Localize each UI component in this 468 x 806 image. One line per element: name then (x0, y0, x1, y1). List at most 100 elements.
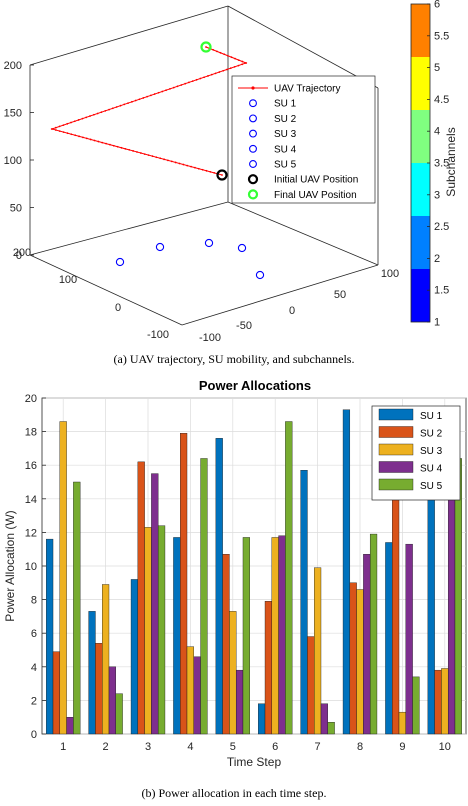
bar-su-2 (349, 582, 357, 735)
colorbar-tick-label: 5.5 (434, 30, 449, 42)
bar-su-4 (235, 669, 244, 735)
x-tick-label: 1 (60, 741, 66, 753)
uav-trajectory-markers (51, 46, 247, 176)
x-tick-label: 5 (230, 741, 236, 753)
colorbar-tick-label: 3.5 (434, 158, 449, 170)
legend-a-label: SU 4 (274, 144, 297, 155)
su-5-marker (255, 270, 265, 280)
y-tick-label: 6 (31, 628, 37, 640)
bar-su-1 (427, 468, 435, 735)
legend-a-label: Initial UAV Position (274, 175, 358, 186)
legend-a-label: Final UAV Position (274, 190, 357, 201)
y-tick-label: -100 (147, 329, 169, 341)
colorbar-tick-label: 2 (434, 253, 440, 265)
y-tick-label: 14 (25, 494, 37, 506)
bar-su-3 (441, 668, 449, 735)
y-tick-label: 16 (25, 460, 37, 472)
bar-su-1 (385, 542, 393, 735)
bar-su-3 (144, 527, 152, 735)
su-1-marker (115, 257, 125, 267)
colorbar-tick-label: 2.5 (434, 221, 449, 233)
bar-su-1 (173, 537, 181, 735)
su-4-marker (237, 243, 247, 253)
bar-su-2 (52, 651, 61, 735)
3d-axes-box (29, 5, 379, 326)
legend-a-label: SU 3 (274, 129, 297, 140)
colorbar-tick-label: 6 (434, 0, 440, 11)
bar-su-1 (300, 470, 308, 735)
legend-a-label: SU 5 (274, 160, 297, 171)
x-tick-label: 100 (381, 268, 399, 280)
bar-su-4 (320, 703, 328, 735)
bar-su-1 (130, 579, 139, 735)
chart-title: Power Allocations (199, 378, 311, 393)
y-tick-label: 0 (115, 302, 121, 314)
bar-su-5 (73, 481, 81, 735)
power-allocation-bar-chart: Power Allocations 1 2 3 4 5 6 7 8 9 10 0246810121… (3, 378, 467, 769)
z-tick-label: 100 (4, 155, 22, 167)
subchannels-colorbar: 1 1.5 2 2.5 3 3.5 4 4.5 5 5.5 6 (410, 0, 449, 329)
bar-su-2 (307, 636, 315, 735)
y-tick-label: 100 (59, 274, 77, 286)
bar-su-2 (392, 470, 400, 735)
bar-su-5 (157, 525, 166, 735)
bar-su-5 (285, 421, 293, 735)
y-tick-label: 18 (25, 427, 37, 439)
z-tick-label: 50 (10, 203, 22, 215)
final-uav-position-marker (200, 41, 212, 53)
colorbar-tick-label: 1 (434, 317, 440, 329)
x-tick-label: 9 (399, 741, 405, 753)
z-tick-label: 150 (4, 108, 22, 120)
x-tick-label: 4 (187, 741, 193, 753)
bar-su-5 (369, 533, 378, 735)
bar-su-4 (278, 535, 286, 735)
y-tick-label: 8 (31, 595, 37, 607)
legend-b-label: SU 5 (420, 481, 443, 492)
bar-su-5 (242, 537, 250, 735)
bar-su-2 (137, 461, 145, 735)
legend-a-label: SU 2 (274, 114, 297, 125)
y-axis-label: Power Allocation (W) (3, 510, 17, 621)
bar-su-5 (327, 722, 335, 735)
z-tick-label: 0 (16, 250, 22, 262)
bar-su-4 (151, 473, 159, 735)
x-axis-label: Time Step (227, 755, 282, 769)
y-tick-label: 4 (31, 662, 37, 674)
legend-a-label: UAV Trajectory (274, 84, 341, 95)
bar-su-5 (200, 458, 208, 735)
bar-su-3 (186, 646, 194, 735)
bar-su-2 (222, 554, 230, 735)
x-tick-label: -50 (236, 320, 252, 332)
bar-su-5 (115, 693, 123, 735)
legend-a-label: SU 1 (274, 99, 297, 110)
y-tick-label: 10 (25, 561, 37, 573)
legend-b-label: SU 1 (420, 411, 443, 422)
bar-su-1 (46, 538, 54, 735)
colorbar-tick-label: 4 (434, 126, 440, 138)
uav-trajectory-3d-chart: 0 50 100 150 200 200 100 0 -100 -100 -50 0 50 100 U… (4, 0, 458, 344)
bar-su-2 (434, 669, 442, 735)
colorbar-tick-label: 3 (434, 189, 440, 201)
legend-b-label: SU 3 (420, 446, 443, 457)
y-tick-label: 20 (25, 393, 37, 405)
bar-su-4 (193, 656, 201, 735)
y-tick-label: 200 (13, 247, 31, 259)
bar-su-4 (108, 666, 116, 735)
colorbar-label: Subchannels (444, 127, 458, 196)
caption-a: (a) UAV trajectory, SU mobility, and sub… (113, 352, 355, 366)
bar-su-1 (88, 611, 96, 735)
y-tick-label: 0 (31, 729, 37, 741)
bar-su-1 (342, 409, 351, 735)
z-tick-label: 200 (4, 60, 22, 72)
su-3-marker (204, 238, 214, 248)
x-tick-label: 6 (272, 741, 278, 753)
colorbar-tick-label: 1.5 (434, 285, 449, 297)
y-tick-label: 2 (31, 695, 37, 707)
legend-top: UAV Trajectory SU 1 SU 2 SU 3 SU 4 SU 5 Initia… (231, 75, 376, 204)
bar-su-3 (398, 711, 406, 735)
bar-su-5 (412, 676, 420, 735)
x-tick-label: 10 (439, 741, 451, 753)
x-tick-label: 0 (289, 305, 295, 317)
legend-b-label: SU 2 (420, 429, 443, 440)
x-tick-label: -100 (199, 332, 221, 344)
